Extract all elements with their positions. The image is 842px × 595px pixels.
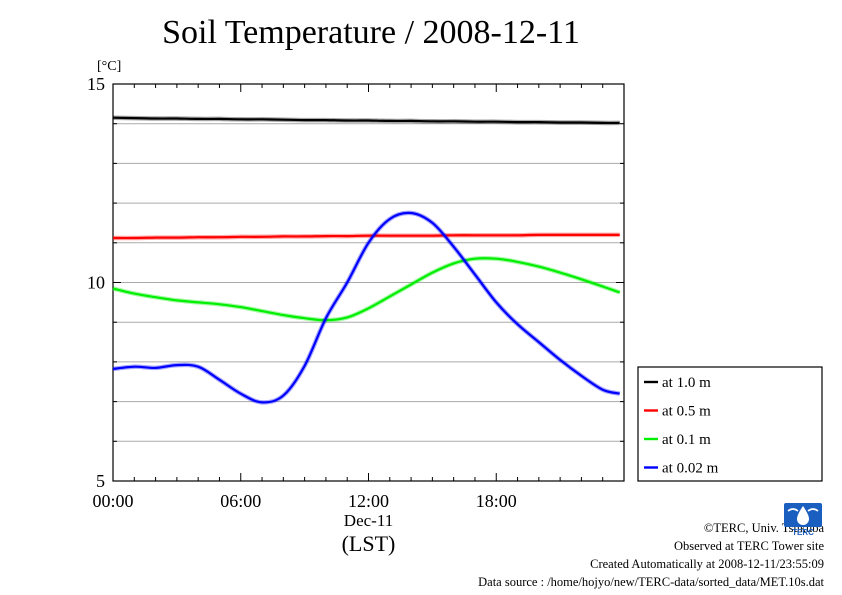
series-line-at-1-0-m — [112, 116, 620, 125]
x-tick-label: 12:00 — [348, 491, 389, 511]
credits-block: ©TERC, Univ. Tsukuba Observed at TERC To… — [478, 519, 824, 591]
x-tick-label: 06:00 — [220, 491, 261, 511]
series-line-at-0-5-m — [112, 233, 620, 240]
legend-label-at-1-0-m: at 1.0 m — [662, 375, 711, 391]
legend-box — [637, 366, 823, 482]
x-axis-unit-label: (LST) — [342, 531, 396, 556]
observed-text: Observed at TERC Tower site — [673, 539, 824, 553]
legend-label-at-0-5-m: at 0.5 m — [662, 404, 711, 420]
series-line-at-0-02-m — [112, 211, 620, 404]
terc-logo-icon: TERC — [784, 503, 822, 537]
copyright-text: ©TERC, Univ. Tsukuba — [703, 521, 824, 535]
y-tick-label: 15 — [87, 74, 105, 94]
logo-text: TERC — [792, 528, 814, 537]
legend-label-at-0-1-m: at 0.1 m — [662, 432, 711, 448]
chart-title: Soil Temperature / 2008-12-11 — [162, 14, 580, 51]
y-tick-label: 5 — [96, 471, 105, 491]
x-tick-label: 00:00 — [92, 491, 133, 511]
y-tick-label: 10 — [87, 273, 105, 293]
y-axis-label: [°C] — [97, 59, 121, 74]
x-tick-label: 18:00 — [476, 491, 517, 511]
created-text: Created Automatically at 2008-12-11/23:5… — [590, 557, 824, 571]
x-axis-date-label: Dec-11 — [344, 511, 393, 530]
legend-label-at-0-02-m: at 0.02 m — [662, 461, 719, 477]
series-line-at-0-1-m — [112, 257, 621, 322]
data-source-text: Data source : /home/hojyo/new/TERC-data/… — [478, 575, 824, 589]
